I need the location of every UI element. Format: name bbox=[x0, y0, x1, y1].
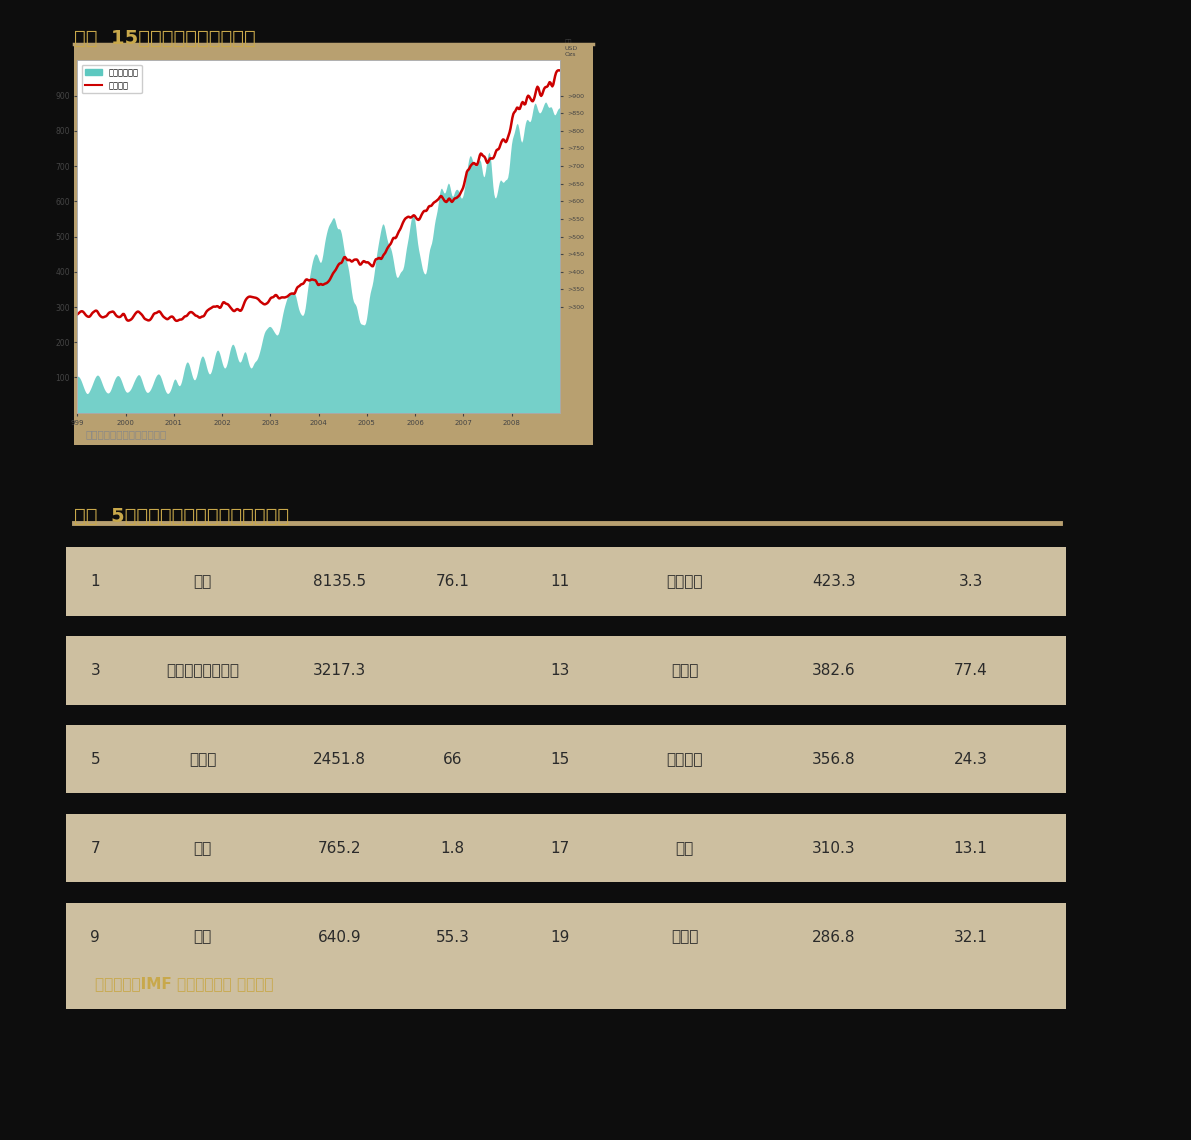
Text: 英国: 英国 bbox=[675, 840, 694, 856]
Text: 286.8: 286.8 bbox=[812, 929, 855, 945]
Text: 382.6: 382.6 bbox=[812, 662, 855, 678]
Text: 葡萄牙: 葡萄牙 bbox=[672, 662, 698, 678]
Text: 76.1: 76.1 bbox=[436, 573, 469, 589]
Text: 日本: 日本 bbox=[193, 840, 212, 856]
Text: 1: 1 bbox=[91, 573, 100, 589]
Text: 77.4: 77.4 bbox=[954, 662, 987, 678]
Text: 意大利: 意大利 bbox=[189, 751, 216, 767]
Text: 数据来源：IMF 世界黄金协会 中证期货: 数据来源：IMF 世界黄金协会 中证期货 bbox=[95, 976, 274, 991]
Legend: 基金多头持仓, 黄金价格: 基金多头持仓, 黄金价格 bbox=[81, 65, 142, 93]
Text: 价格
USD
Ozs: 价格 USD Ozs bbox=[565, 40, 578, 57]
Text: 13.1: 13.1 bbox=[954, 840, 987, 856]
Text: 19: 19 bbox=[550, 929, 569, 945]
Text: 表格  5：世界主要经济体央行黄金储备: 表格 5：世界主要经济体央行黄金储备 bbox=[74, 507, 289, 527]
Text: 3.3: 3.3 bbox=[959, 573, 983, 589]
Text: 5: 5 bbox=[91, 751, 100, 767]
Text: 356.8: 356.8 bbox=[812, 751, 855, 767]
Text: 24.3: 24.3 bbox=[954, 751, 987, 767]
Text: 1.8: 1.8 bbox=[441, 840, 464, 856]
Text: 15: 15 bbox=[550, 751, 569, 767]
Text: 2451.8: 2451.8 bbox=[313, 751, 366, 767]
Text: 640.9: 640.9 bbox=[318, 929, 361, 945]
Text: 中国台湾: 中国台湾 bbox=[667, 573, 703, 589]
Text: 图表  15：基金多头持仓与金价: 图表 15：基金多头持仓与金价 bbox=[74, 28, 256, 48]
Text: 委内瑞拉: 委内瑞拉 bbox=[667, 751, 703, 767]
Text: 32.1: 32.1 bbox=[954, 929, 987, 945]
Text: 9: 9 bbox=[91, 929, 100, 945]
Text: 13: 13 bbox=[550, 662, 569, 678]
Text: 荷兰: 荷兰 bbox=[193, 929, 212, 945]
Text: 3217.3: 3217.3 bbox=[313, 662, 366, 678]
Text: 11: 11 bbox=[550, 573, 569, 589]
Text: 765.2: 765.2 bbox=[318, 840, 361, 856]
Text: 17: 17 bbox=[550, 840, 569, 856]
Text: 国际货币基金组织: 国际货币基金组织 bbox=[166, 662, 239, 678]
Text: 55.3: 55.3 bbox=[436, 929, 469, 945]
Text: 美国: 美国 bbox=[193, 573, 212, 589]
Text: 8135.5: 8135.5 bbox=[313, 573, 366, 589]
Text: 黎巴嫩: 黎巴嫩 bbox=[672, 929, 698, 945]
Text: 数据来源：路透社，中证期货: 数据来源：路透社，中证期货 bbox=[86, 429, 167, 439]
Text: 66: 66 bbox=[443, 751, 462, 767]
Text: 7: 7 bbox=[91, 840, 100, 856]
Text: 3: 3 bbox=[91, 662, 100, 678]
Text: 423.3: 423.3 bbox=[812, 573, 855, 589]
Text: 310.3: 310.3 bbox=[812, 840, 855, 856]
